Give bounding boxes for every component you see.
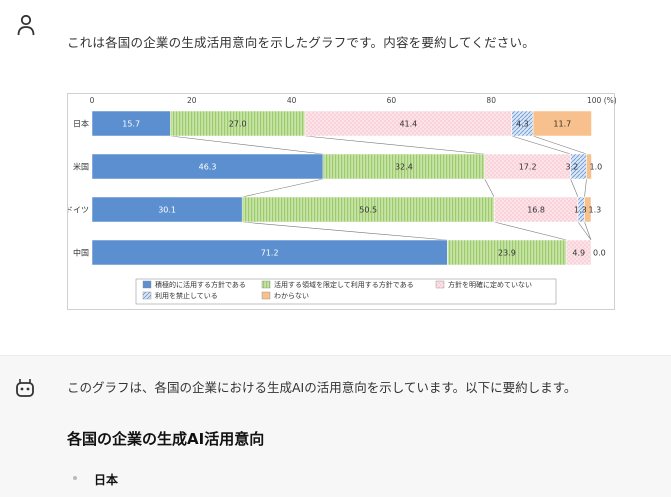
x-tick-label: 60 xyxy=(387,96,397,105)
bar-value-label: 11.7 xyxy=(553,120,571,129)
assistant-bullet-item: 日本 xyxy=(94,473,119,487)
legend-swatch xyxy=(261,291,271,300)
bar-value-label: 1.3 xyxy=(589,206,602,215)
bullet-dot xyxy=(73,476,77,480)
user-avatar-icon xyxy=(17,14,35,36)
bar-segment xyxy=(484,153,571,180)
connector-line xyxy=(484,178,495,198)
bar-segment xyxy=(91,239,448,266)
assistant-heading: 各国の企業の生成AI活用意向 xyxy=(67,430,265,448)
bar-value-label: 4.3 xyxy=(516,120,529,129)
legend-label: わからない xyxy=(274,292,309,300)
x-tick-label: 40 xyxy=(287,96,297,105)
x-tick-label: 20 xyxy=(187,96,197,105)
x-tick-label: 0 xyxy=(90,96,95,105)
category-label: 日本 xyxy=(73,119,89,129)
connector-line xyxy=(511,135,571,155)
x-tick-label: 80 xyxy=(486,96,496,105)
x-tick-label: 100 (%) xyxy=(587,96,616,105)
connector-line xyxy=(305,135,485,155)
bar-value-label: 4.9 xyxy=(572,249,585,258)
category-label: 米国 xyxy=(73,162,89,172)
connector-line xyxy=(242,221,448,241)
bar-segment xyxy=(584,196,592,223)
user-message-text: これは各国の企業の生成活用意向を示したグラフです。内容を要約してください。 xyxy=(67,35,535,50)
connector-line xyxy=(577,221,592,241)
connector-line xyxy=(170,135,324,155)
bar-segment xyxy=(532,110,592,137)
bar-segment xyxy=(493,196,579,223)
bar-segment xyxy=(241,196,495,223)
connector-line xyxy=(570,178,579,198)
bar-segment xyxy=(91,110,171,137)
bar-segment xyxy=(322,153,485,180)
legend-swatch xyxy=(142,291,152,300)
legend-swatch xyxy=(142,280,152,289)
bar-value-label: 15.7 xyxy=(122,120,140,129)
bot-avatar-icon xyxy=(16,379,34,397)
connector-line xyxy=(584,221,592,241)
legend-box xyxy=(135,278,557,305)
bar-value-label: 71.2 xyxy=(261,249,279,258)
bar-value-label: 16.8 xyxy=(527,206,545,215)
bar-value-label: 17.2 xyxy=(519,163,537,172)
category-label: ドイツ xyxy=(68,206,89,215)
category-label: 中国 xyxy=(73,248,89,258)
bar-value-label: 27.0 xyxy=(229,120,247,129)
legend-swatch xyxy=(435,280,445,289)
bar-segment xyxy=(91,153,324,180)
legend-label: 方針を明確に定めていない xyxy=(448,280,532,289)
bar-segment xyxy=(586,153,592,180)
bar-value-label: 50.5 xyxy=(359,206,377,215)
attached-chart-image: 0 20 40 60 80 100 (%) 15.7 27.0 41.4 4.3 11.7 46.3… xyxy=(65,93,617,310)
bar-value-label: 41.4 xyxy=(399,120,417,129)
connector-line xyxy=(533,135,587,155)
bar-value-label: 30.1 xyxy=(158,206,176,215)
bar-segment xyxy=(304,110,512,137)
connector-line xyxy=(242,178,324,198)
legend-swatch xyxy=(261,280,271,289)
bar-value-label: 32.4 xyxy=(395,163,413,172)
bar-value-label: 3.2 xyxy=(566,163,579,172)
legend-label: 利用を禁止している xyxy=(155,291,218,300)
connector-line xyxy=(584,178,587,198)
bar-segment xyxy=(91,196,243,223)
bar-value-label: 1.3 xyxy=(574,206,587,215)
bar-value-label: 1.0 xyxy=(590,163,603,172)
assistant-message-row xyxy=(0,355,671,497)
connector-line xyxy=(494,221,567,241)
bar-value-label: 46.3 xyxy=(199,163,217,172)
assistant-intro-text: このグラフは、各国の企業における生成AIの活用意向を示しています。以下に要約しま… xyxy=(67,380,577,395)
bar-value-label: 0.0 xyxy=(593,249,606,258)
bar-segment xyxy=(566,239,592,266)
legend-label: 活用する領域を限定して利用する方針である xyxy=(274,280,414,289)
bar-segment xyxy=(170,110,306,137)
legend-label: 積極的に活用する方針である xyxy=(155,280,246,289)
stacked-bar-chart: 0 20 40 60 80 100 (%) 15.7 27.0 41.4 4.3 11.7 46.3… xyxy=(65,96,617,305)
bar-value-label: 23.9 xyxy=(498,249,516,258)
